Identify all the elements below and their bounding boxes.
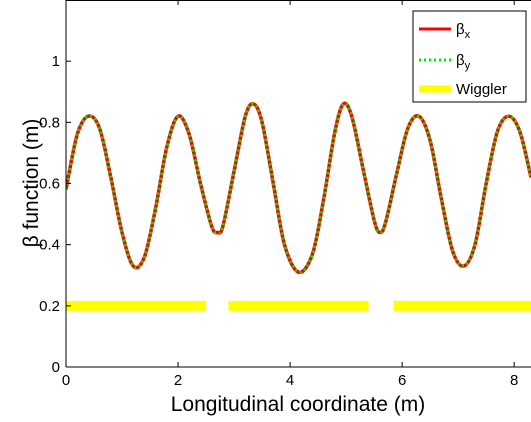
legend-label-wiggler: Wiggler xyxy=(456,81,507,98)
y-tick-label-0: 0 xyxy=(52,359,60,376)
y-tick-label-0.6: 0.6 xyxy=(39,176,60,193)
legend-item-beta-x: βx xyxy=(419,21,471,41)
legend-label-beta-y: βy xyxy=(456,52,471,72)
legend: βx βy Wiggler xyxy=(412,10,527,103)
y-tick-label-1: 1 xyxy=(52,53,60,70)
y-axis-label: β function (m) xyxy=(20,119,43,248)
y-tick-label-0.4: 0.4 xyxy=(39,237,60,254)
legend-item-wiggler: Wiggler xyxy=(419,81,507,98)
ticks-layer: 0 2 4 6 8 0 0.2 0.4 0.6 0.8 1 xyxy=(39,0,518,389)
series-line-beta-y xyxy=(66,101,531,274)
x-tick-label-0: 0 xyxy=(62,372,70,389)
legend-label-beta-x: βx xyxy=(456,21,471,41)
series-layer xyxy=(66,101,531,311)
y-tick-label-0.8: 0.8 xyxy=(39,114,60,131)
x-tick-label-2: 2 xyxy=(174,372,182,389)
x-tick-label-8: 8 xyxy=(510,372,518,389)
legend-item-beta-y: βy xyxy=(419,52,471,72)
x-tick-label-6: 6 xyxy=(398,372,406,389)
x-tick-label-4: 4 xyxy=(286,372,294,389)
y-tick-label-0.2: 0.2 xyxy=(39,298,60,315)
x-axis-label: Longitudinal coordinate (m) xyxy=(171,393,425,416)
